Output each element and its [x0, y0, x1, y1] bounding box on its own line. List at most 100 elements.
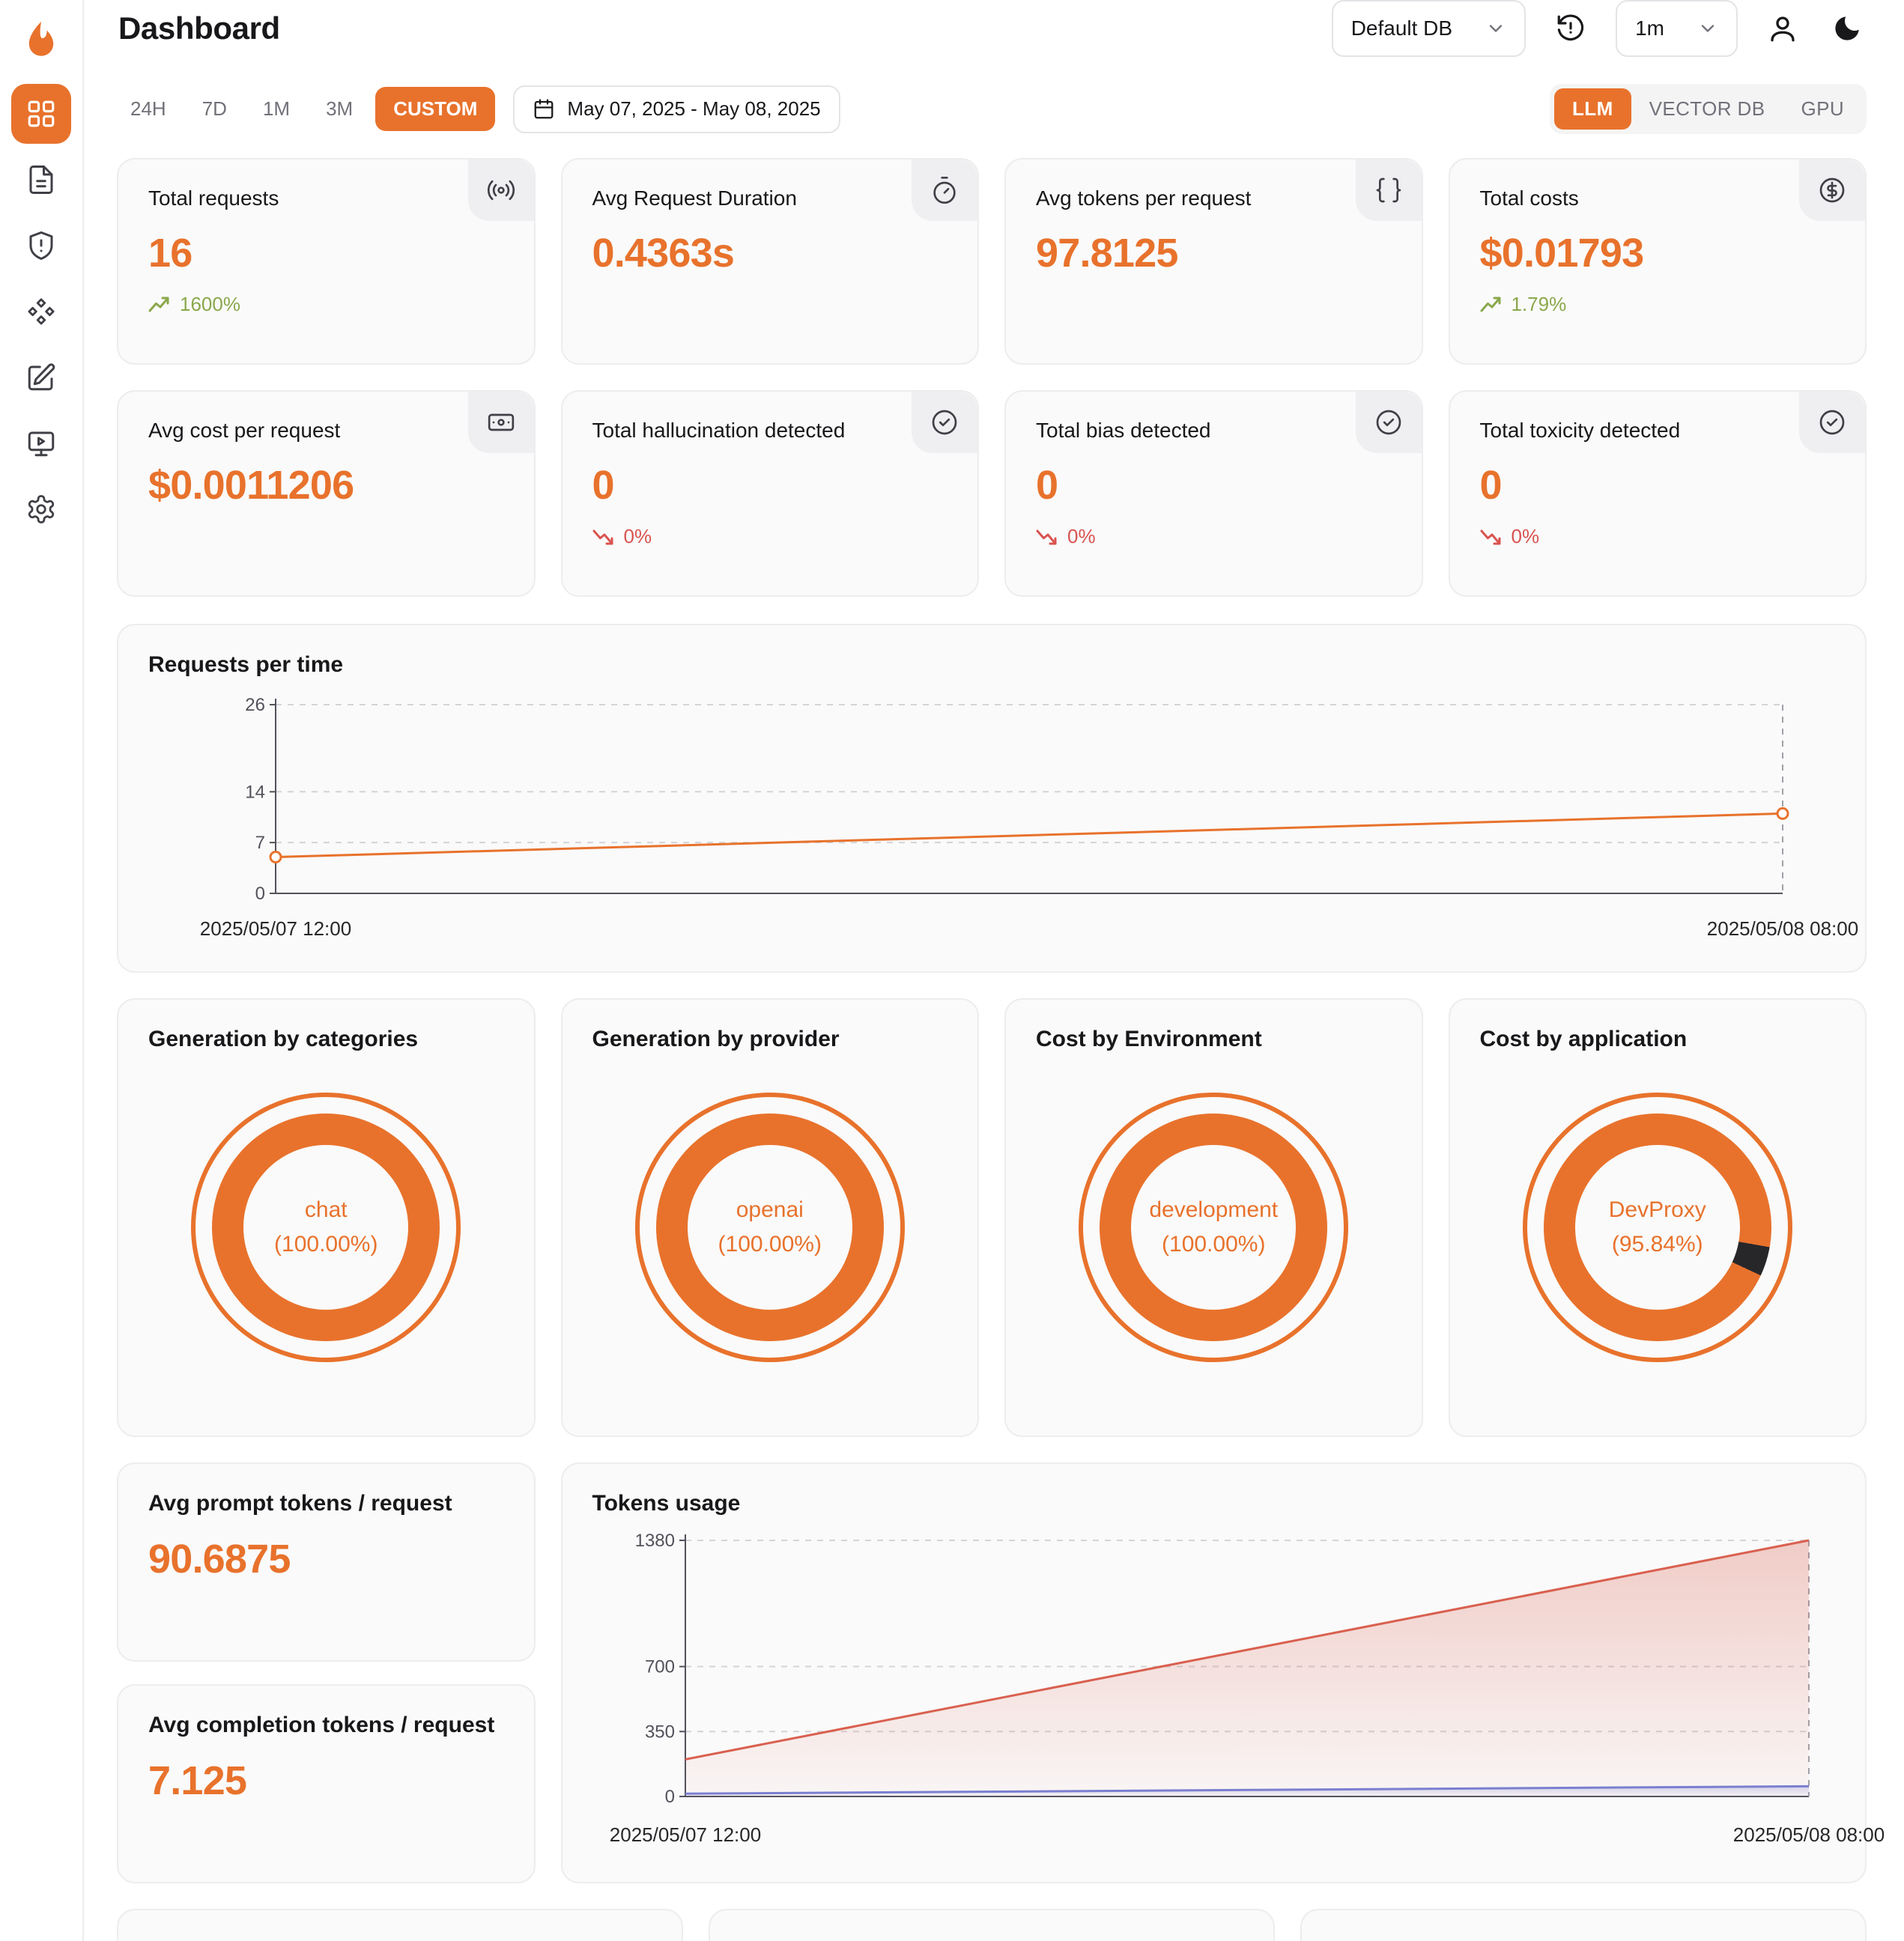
check-circle-icon	[912, 392, 977, 453]
donut-hole	[243, 1145, 409, 1310]
source-tab-llm[interactable]: LLM	[1554, 88, 1631, 130]
donut-center-label: development (100.00%)	[1149, 1197, 1279, 1257]
stat-trend: 1.79%	[1480, 293, 1836, 316]
svg-text:26: 26	[245, 695, 265, 715]
trend-down-icon	[1480, 529, 1500, 544]
svg-text:1380: 1380	[634, 1531, 674, 1551]
stat-trend: 0%	[592, 525, 948, 548]
donut-outer-ring	[191, 1093, 461, 1362]
sidebar-item-requests[interactable]	[11, 150, 71, 210]
header: Dashboard Default DB 1m	[84, 0, 1904, 57]
check-circle-icon	[1355, 392, 1422, 453]
theme-toggle-moon-icon[interactable]	[1828, 9, 1867, 48]
donut-outer-ring	[1522, 1093, 1792, 1362]
shield-alert-icon	[29, 231, 53, 260]
trend-up-icon	[148, 297, 169, 312]
trend-up-icon	[1480, 297, 1500, 312]
app-logo-flame-icon[interactable]	[16, 15, 67, 66]
source-tabs: LLM VECTOR DB GPU	[1550, 84, 1867, 134]
stat-title: Avg prompt tokens / request	[148, 1491, 452, 1516]
stat-value: $0.0011206	[148, 463, 354, 508]
trend-down-icon	[592, 529, 613, 544]
requests-per-time-panel: Requests per time 0 7 14 26 2025/05/07 12:00…	[117, 624, 1867, 973]
database-select[interactable]: Default DB	[1331, 0, 1526, 57]
braces-icon	[1355, 160, 1422, 221]
time-range-7d[interactable]: 7D	[189, 88, 240, 130]
stat-card-avg-request-duration: Avg Request Duration 0.4363s	[560, 158, 979, 365]
stat-value: 0.4363s	[592, 231, 735, 276]
check-circle-icon	[1799, 392, 1865, 453]
stat-card-total-requests: Total requests 16 1600%	[117, 158, 536, 365]
panel-title: Generation by provider	[592, 1027, 840, 1051]
donut-center-label: DevProxy (95.84%)	[1608, 1197, 1706, 1257]
donut-chart: DevProxy (95.84%)	[1522, 1093, 1792, 1362]
sidebar-item-getting-started[interactable]	[12, 1932, 72, 1941]
sidebar-bottom-nav	[12, 1932, 268, 1941]
token-stat-stack: Avg prompt tokens / request 90.6875 Avg …	[117, 1462, 536, 1883]
chevron-down-icon	[1697, 18, 1718, 39]
stat-title: Total toxicity detected	[1479, 419, 1681, 442]
sidebar-item-exceptions[interactable]	[11, 216, 71, 276]
stat-card-avg-cost-per-request: Avg cost per request $0.0011206	[117, 390, 536, 597]
donut-outer-ring	[634, 1093, 905, 1362]
stat-title: Total costs	[1479, 186, 1579, 210]
sidebar-nav	[11, 84, 71, 539]
time-range-24h[interactable]: 24H	[117, 88, 180, 130]
requests-per-time-chart: 0 7 14 26 2025/05/07 12:00 2025/05/08 08:00	[148, 690, 1858, 944]
svg-text:700: 700	[644, 1657, 674, 1677]
source-tab-gpu[interactable]: GPU	[1783, 88, 1862, 130]
date-range-value: May 07, 2025 - May 08, 2025	[567, 97, 821, 120]
stat-value: 7.125	[148, 1758, 247, 1803]
date-range-picker[interactable]: May 07, 2025 - May 08, 2025	[513, 85, 840, 133]
panel-title: Tokens usage	[592, 1491, 741, 1516]
donut-chart: development (100.00%)	[1079, 1093, 1349, 1362]
calendar-icon	[535, 98, 554, 118]
sidebar-item-vault[interactable]	[11, 347, 71, 407]
donut-card-cost-by-application: Cost by application DevProxy (95.84%)	[1448, 998, 1867, 1437]
time-range-1m[interactable]: 1M	[249, 88, 303, 130]
sidebar-item-more[interactable]	[183, 1932, 243, 1941]
stat-value: 97.8125	[1036, 231, 1178, 276]
sidebar-item-telemetry[interactable]	[11, 413, 71, 473]
dollar-circle-icon	[1799, 160, 1865, 221]
stat-title: Avg tokens per request	[1036, 186, 1252, 210]
svg-text:0: 0	[664, 1787, 674, 1807]
donut-outer-ring	[1079, 1093, 1349, 1362]
svg-text:2025/05/08 08:00: 2025/05/08 08:00	[1732, 1823, 1884, 1846]
monitor-play-icon	[28, 431, 55, 457]
panel-title: Cost by application	[1479, 1027, 1688, 1051]
sidebar-item-dashboard[interactable]	[11, 84, 71, 144]
sidebar-item-documentation[interactable]	[97, 1932, 157, 1941]
donut-cards-grid: Generation by categories chat (100.00%) G…	[117, 998, 1867, 1437]
donut-chart: chat (100.00%)	[191, 1093, 461, 1362]
panel-title: Generation by categories	[148, 1027, 419, 1051]
stat-card-avg-prompt-tokens: Avg prompt tokens / request 90.6875	[117, 1462, 536, 1662]
stat-value: 0	[592, 463, 615, 508]
refresh-interval-value: 1m	[1635, 16, 1664, 40]
donut-hole	[1574, 1145, 1740, 1310]
partial-card	[117, 1909, 683, 1941]
history-icon[interactable]	[1551, 9, 1590, 48]
time-range-3m[interactable]: 3M	[312, 88, 366, 130]
refresh-interval-select[interactable]: 1m	[1616, 0, 1738, 57]
sidebar	[0, 0, 84, 1941]
trend-down-icon	[1036, 529, 1057, 544]
source-tab-vector-db[interactable]: VECTOR DB	[1631, 88, 1783, 130]
stat-cards-grid: Total requests 16 1600% Avg Request Dura…	[117, 158, 1867, 597]
stat-value: 90.6875	[148, 1537, 291, 1582]
sidebar-item-settings[interactable]	[11, 479, 71, 539]
donut-center-label: chat (100.00%)	[274, 1197, 378, 1257]
time-range-custom[interactable]: CUSTOM	[375, 87, 496, 131]
bottom-row: Avg prompt tokens / request 90.6875 Avg …	[117, 1462, 1885, 1883]
svg-text:2025/05/08 08:00: 2025/05/08 08:00	[1707, 917, 1858, 940]
content: 24H 7D 1M 3M CUSTOM May 07, 2025 - May 0…	[84, 57, 1904, 1941]
donut-card-generation-by-provider: Generation by provider openai (100.00%)	[560, 998, 979, 1437]
panel-title: Cost by Environment	[1036, 1027, 1262, 1051]
user-icon[interactable]	[1763, 9, 1802, 48]
partial-card	[709, 1909, 1275, 1941]
stat-card-avg-completion-tokens: Avg completion tokens / request 7.125	[117, 1684, 536, 1883]
donut-center-label: openai (100.00%)	[718, 1197, 822, 1257]
donut-card-cost-by-environment: Cost by Environment development (100.00%)	[1004, 998, 1423, 1437]
sidebar-item-prompts[interactable]	[11, 282, 71, 341]
